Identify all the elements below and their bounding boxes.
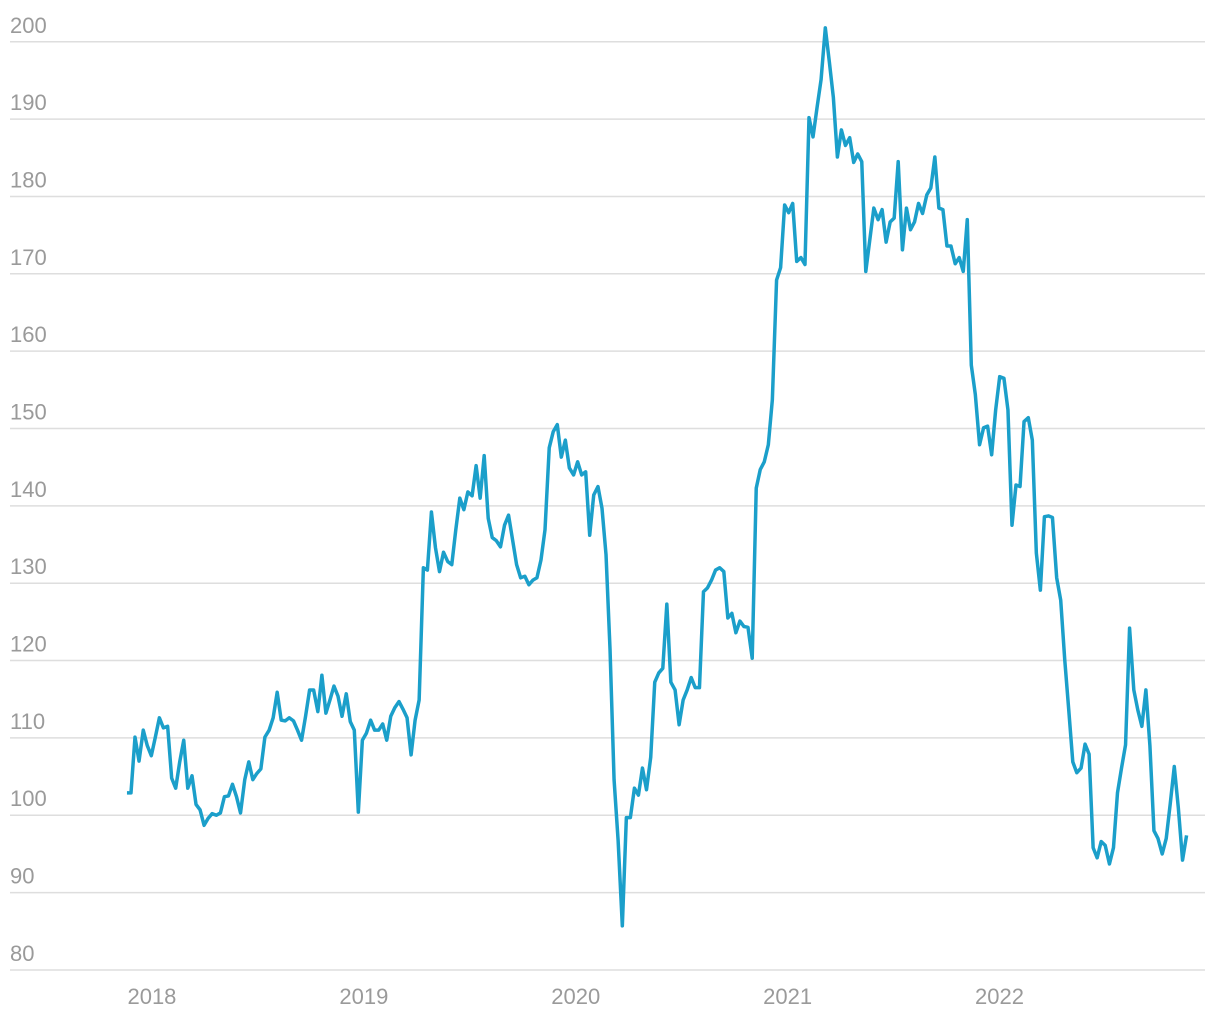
y-tick-label: 200 xyxy=(10,13,47,38)
y-tick-label: 130 xyxy=(10,554,47,579)
y-tick-label: 100 xyxy=(10,786,47,811)
y-tick-label: 80 xyxy=(10,941,34,966)
x-tick-label: 2022 xyxy=(975,984,1024,1009)
x-tick-label: 2019 xyxy=(339,984,388,1009)
x-tick-label: 2018 xyxy=(127,984,176,1009)
y-tick-label: 160 xyxy=(10,322,47,347)
line xyxy=(126,26,1189,928)
x-tick-label: 2020 xyxy=(551,984,600,1009)
y-tick-label: 140 xyxy=(10,477,47,502)
y-tick-label: 170 xyxy=(10,245,47,270)
y-tick-label: 150 xyxy=(10,400,47,425)
y-tick-label: 110 xyxy=(10,709,45,734)
x-tick-label: 2021 xyxy=(763,984,812,1009)
y-tick-label: 180 xyxy=(10,167,47,192)
y-tick-label: 90 xyxy=(10,864,34,889)
y-tick-label: 190 xyxy=(10,90,47,115)
y-tick-label: 120 xyxy=(10,632,47,657)
